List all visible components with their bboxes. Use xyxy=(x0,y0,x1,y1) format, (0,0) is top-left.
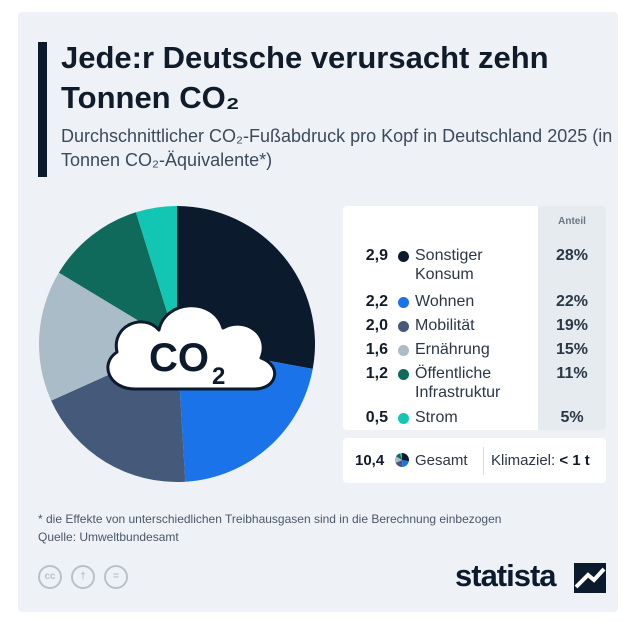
divider xyxy=(483,447,484,475)
pie-slice-6 xyxy=(135,206,177,344)
data-label: 0,5 xyxy=(365,409,388,426)
footnote: * die Effekte von unterschiedlichen Trei… xyxy=(38,512,502,526)
legend-label: Strom xyxy=(415,409,458,426)
mini-pie-slice xyxy=(399,453,402,460)
brand-logo-text[interactable]: statista xyxy=(455,558,557,593)
mini-pie-slice xyxy=(402,453,409,462)
mini-pie-slice xyxy=(396,453,402,460)
total-box: 10,4 Gesamt Klimaziel: < 1 t xyxy=(343,438,606,483)
legend-label: Wohnen xyxy=(415,293,475,310)
legend-swatch xyxy=(398,251,409,262)
source-note: Quelle: Umweltbundesamt xyxy=(38,530,179,544)
pie-center-label: CO xyxy=(149,336,209,380)
legend-label: Ernährung xyxy=(415,341,490,358)
legend-swatch xyxy=(398,413,409,424)
chart-card: Jede:r Deutsche verursacht zehn Tonnen C… xyxy=(18,12,618,612)
legend-label: Sonstiger Konsum xyxy=(415,247,483,283)
legend-swatch xyxy=(398,321,409,332)
cc-icon[interactable]: cc xyxy=(38,565,62,589)
legend-table: Anteil 2,9 Sonstiger Konsum 28% 2,2 Wohnen 22… xyxy=(343,206,606,430)
pie-slice-5 xyxy=(58,212,177,344)
chart-subtitle: Durchschnittlicher CO₂-Fußabdruck pro Ko… xyxy=(61,126,613,170)
legend-swatch xyxy=(398,369,409,380)
share-label: 28% xyxy=(555,247,589,264)
statista-logo-icon[interactable] xyxy=(574,563,606,593)
mini-pie-slice xyxy=(395,460,403,467)
legend-label: Mobilität xyxy=(415,317,475,334)
share-label: 15% xyxy=(555,341,589,358)
share-label: 19% xyxy=(555,317,589,334)
equals-icon[interactable]: = xyxy=(104,565,128,589)
mini-pie-slice xyxy=(402,460,409,467)
chart-title: Jede:r Deutsche verursacht zehn Tonnen C… xyxy=(61,40,549,115)
legend-swatch xyxy=(398,297,409,308)
share-label: 11% xyxy=(556,365,588,382)
cloud-icon: CO 2 xyxy=(106,304,277,391)
title-accent-bar xyxy=(38,42,47,177)
total-value: 10,4 xyxy=(355,452,385,469)
legend-label: Öffentliche Infrastruktur xyxy=(415,365,501,401)
total-label: Gesamt xyxy=(415,452,468,469)
legend-swatch xyxy=(398,345,409,356)
climate-goal-value: < 1 t xyxy=(559,452,590,469)
pie-slice-4 xyxy=(39,272,177,401)
person-icon[interactable]: † xyxy=(71,565,95,589)
data-label: 2,9 xyxy=(365,247,388,264)
share-column xyxy=(538,206,606,430)
data-label: 1,6 xyxy=(365,341,388,358)
climate-goal-label: Klimaziel: xyxy=(491,452,556,469)
share-label: 22% xyxy=(555,293,589,310)
data-label: 2,2 xyxy=(365,293,388,310)
share-label: 5% xyxy=(560,409,584,426)
pie-center-subscript: 2 xyxy=(212,363,225,390)
climate-goal: Klimaziel: < 1 t xyxy=(491,452,590,469)
share-column-header: Anteil xyxy=(558,216,586,227)
mini-pie-icon xyxy=(395,453,409,467)
pie-chart: CO 2 xyxy=(39,206,315,482)
data-label: 1,2 xyxy=(365,365,388,382)
data-label: 2,0 xyxy=(365,317,388,334)
mini-pie-slice xyxy=(395,456,402,463)
